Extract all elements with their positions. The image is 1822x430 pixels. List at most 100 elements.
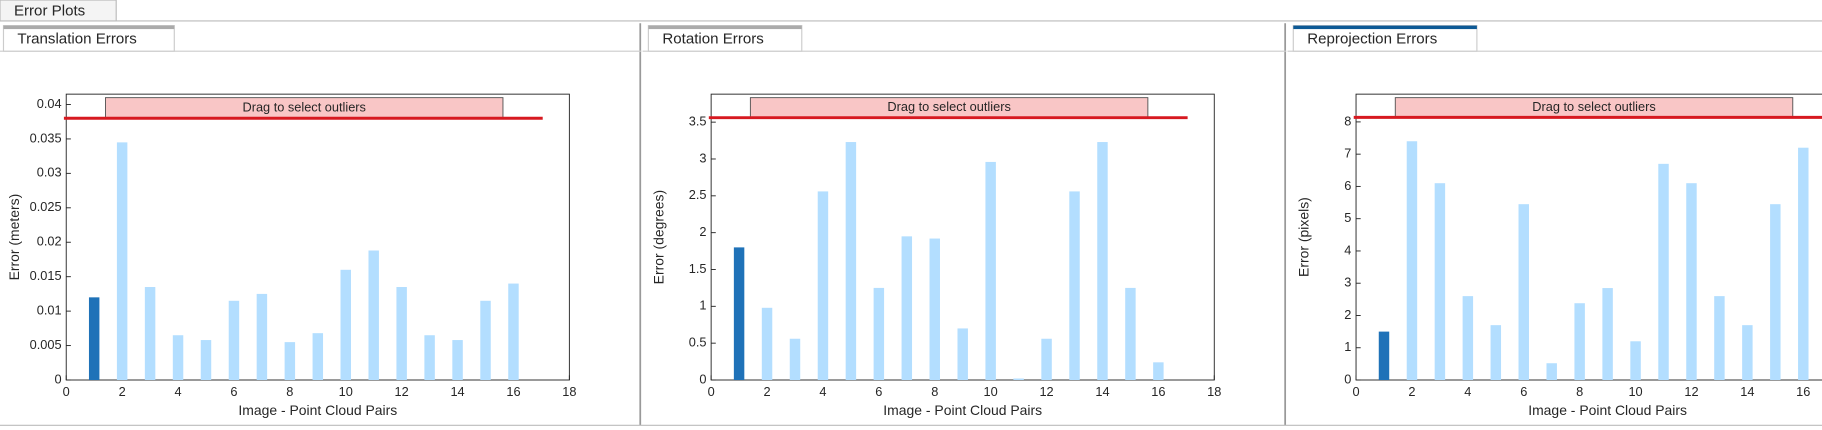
bar[interactable] (1125, 287, 1136, 381)
panel-tab-accent (3, 25, 175, 30)
y-tick-label: 2.5 (689, 187, 707, 202)
panel-tab[interactable] (2, 25, 175, 52)
window-tab[interactable] (0, 0, 117, 22)
bar[interactable] (1097, 142, 1108, 381)
bar[interactable] (957, 328, 968, 381)
y-tick-label: 0.015 (30, 268, 62, 283)
bar[interactable] (480, 300, 491, 381)
bar[interactable] (1630, 341, 1641, 381)
x-tick-label: 10 (339, 384, 353, 399)
bar[interactable] (985, 161, 996, 381)
bar[interactable] (873, 287, 885, 381)
bar[interactable] (1462, 296, 1474, 381)
outlier-drag-label[interactable]: Drag to select outliers (1532, 99, 1655, 114)
bar[interactable] (144, 287, 156, 381)
y-axis-label: Error (degrees) (651, 190, 667, 285)
y-tick-label: 0.035 (30, 130, 62, 145)
outlier-drag-label[interactable]: Drag to select outliers (887, 99, 1010, 114)
bar[interactable] (761, 307, 773, 381)
bar[interactable] (1406, 141, 1418, 381)
bar[interactable] (424, 335, 435, 381)
panel: Translation Errors 0 0.005 0.01 0.015 0.02 0.0… (0, 25, 642, 418)
panels: Translation Errors 0 0.005 0.01 0.015 0.02 0.0… (0, 25, 1822, 418)
bar[interactable] (845, 142, 857, 381)
bar[interactable] (1574, 303, 1585, 381)
panel-tab[interactable] (647, 25, 803, 52)
bar[interactable] (228, 300, 240, 381)
y-tick-label: 3 (1344, 275, 1351, 290)
bar[interactable] (817, 191, 829, 381)
bar[interactable] (789, 338, 801, 381)
x-axis-label: Image - Point Cloud Pairs (883, 402, 1042, 418)
panel-tab-label[interactable]: Translation Errors (17, 31, 136, 48)
bar[interactable] (1013, 378, 1024, 381)
window-tab-label[interactable]: Error Plots (14, 3, 85, 20)
bar[interactable] (284, 342, 296, 381)
y-tick-label: 0.5 (689, 335, 707, 350)
bar[interactable] (88, 297, 100, 381)
bar[interactable] (901, 236, 913, 381)
y-tick-label: 0.005 (30, 337, 62, 352)
y-tick-label: 0 (54, 371, 61, 386)
y-tick-label: 4 (1344, 242, 1351, 257)
y-tick-label: 0.02 (37, 234, 62, 249)
x-tick-label: 0 (63, 384, 70, 399)
x-tick-label: 2 (119, 384, 126, 399)
x-tick-label: 0 (1352, 384, 1359, 399)
bar[interactable] (1378, 331, 1390, 381)
bar[interactable] (452, 340, 463, 381)
y-tick-label: 0.03 (37, 165, 62, 180)
panel-tab-label[interactable]: Rotation Errors (662, 31, 764, 48)
bar[interactable] (1686, 183, 1697, 381)
y-tick-label: 8 (1344, 113, 1351, 128)
x-tick-label: 8 (286, 384, 293, 399)
x-tick-label: 10 (1628, 384, 1642, 399)
x-tick-label: 12 (395, 384, 409, 399)
bar[interactable] (1490, 325, 1502, 381)
outlier-drag-label[interactable]: Drag to select outliers (242, 99, 365, 114)
bar[interactable] (1434, 183, 1446, 381)
panel-tab-accent (1293, 25, 1477, 30)
bar[interactable] (1658, 163, 1669, 381)
bar[interactable] (396, 287, 407, 381)
bar[interactable] (1770, 204, 1781, 381)
bar[interactable] (508, 283, 519, 381)
bar[interactable] (340, 269, 351, 381)
panel-tab-label[interactable]: Reprojection Errors (1307, 31, 1437, 48)
bar[interactable] (368, 250, 379, 381)
y-tick-label: 6 (1344, 178, 1351, 193)
x-tick-label: 2 (1408, 384, 1415, 399)
y-tick-label: 0.04 (37, 96, 62, 111)
bar[interactable] (116, 142, 128, 381)
bar[interactable] (1153, 362, 1164, 381)
bar[interactable] (256, 293, 268, 381)
y-tick-label: 0 (699, 371, 706, 386)
bar[interactable] (733, 247, 745, 381)
bar[interactable] (1742, 325, 1753, 381)
y-tick-label: 7 (1344, 146, 1351, 161)
x-tick-label: 4 (819, 384, 826, 399)
x-tick-label: 16 (1796, 384, 1810, 399)
bar[interactable] (1069, 191, 1080, 381)
x-tick-label: 18 (1207, 384, 1221, 399)
bar[interactable] (200, 340, 212, 381)
x-tick-label: 6 (230, 384, 237, 399)
bar[interactable] (1546, 363, 1557, 381)
bar[interactable] (1798, 147, 1809, 381)
y-tick-label: 3.5 (689, 114, 707, 129)
y-tick-label: 1 (699, 298, 706, 313)
x-tick-label: 10 (984, 384, 998, 399)
bar[interactable] (1602, 288, 1613, 381)
bar[interactable] (1041, 338, 1052, 381)
bar[interactable] (172, 335, 184, 381)
bar[interactable] (1518, 204, 1529, 381)
panel-tab[interactable] (1292, 25, 1478, 52)
x-tick-label: 8 (1576, 384, 1583, 399)
bar[interactable] (1714, 296, 1725, 381)
x-tick-label: 2 (763, 384, 770, 399)
bar[interactable] (312, 333, 324, 381)
bar[interactable] (929, 238, 940, 381)
